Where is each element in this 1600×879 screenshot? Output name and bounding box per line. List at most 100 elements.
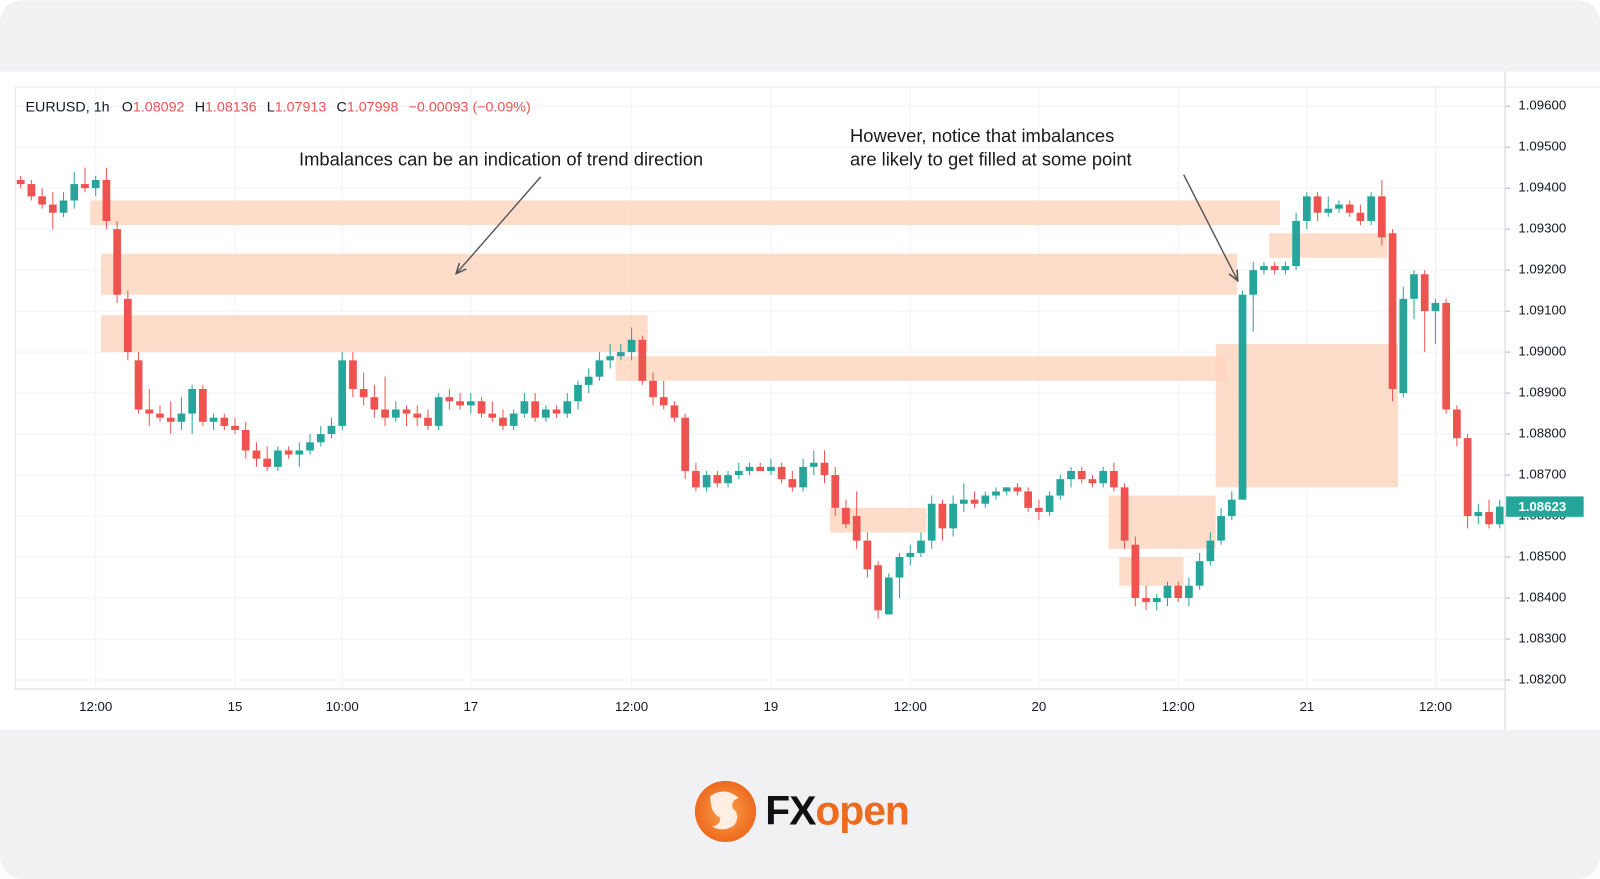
candle-body bbox=[863, 540, 872, 570]
candle-body bbox=[981, 495, 990, 504]
candle-body bbox=[509, 413, 518, 426]
imbalance-zone bbox=[101, 315, 648, 353]
candle-body bbox=[445, 397, 454, 402]
candle-body bbox=[574, 384, 582, 402]
candle-body bbox=[499, 417, 507, 426]
candle-body bbox=[638, 339, 647, 381]
annotation-arrow bbox=[1183, 174, 1238, 281]
candle-body bbox=[820, 462, 829, 476]
y-tick-label: 1.08400 bbox=[1518, 590, 1566, 605]
candle-body bbox=[1463, 438, 1472, 517]
candle-body bbox=[1045, 495, 1054, 512]
candle-body bbox=[1056, 479, 1065, 496]
candle-body bbox=[177, 413, 186, 422]
x-tick-label: 12:00 bbox=[1419, 699, 1452, 714]
candle-body bbox=[349, 360, 357, 389]
header-field-value: 1.07913 bbox=[275, 99, 327, 115]
candle-body bbox=[413, 413, 422, 418]
candle-body bbox=[16, 179, 25, 185]
candle-body bbox=[488, 413, 497, 418]
candle-body bbox=[1077, 470, 1086, 480]
candle-body bbox=[370, 397, 379, 410]
candle-body bbox=[649, 380, 657, 398]
candle-body bbox=[1013, 487, 1022, 492]
candle-body bbox=[424, 417, 432, 426]
candle-body bbox=[1260, 266, 1268, 271]
candle-body bbox=[1152, 598, 1161, 603]
candle-body bbox=[1024, 491, 1033, 508]
candle-body bbox=[1142, 598, 1150, 603]
candle-body bbox=[552, 409, 561, 414]
y-tick-label: 1.08500 bbox=[1518, 549, 1566, 564]
candle-body bbox=[1088, 479, 1097, 484]
candle-body bbox=[767, 466, 775, 471]
header-field-value: 1.07998 bbox=[347, 99, 399, 115]
y-tick-label: 1.08800 bbox=[1518, 426, 1566, 441]
candle-body bbox=[927, 503, 936, 541]
x-tick-label: 10:00 bbox=[326, 699, 359, 714]
candle-body bbox=[1131, 544, 1140, 599]
candle-body bbox=[777, 466, 786, 480]
candle-body bbox=[199, 388, 207, 422]
x-tick-label: 17 bbox=[463, 699, 478, 714]
candle-body bbox=[949, 503, 957, 529]
candle-body bbox=[1431, 302, 1440, 312]
brand-part: open bbox=[815, 787, 908, 833]
candle-body bbox=[209, 417, 218, 422]
candle-body bbox=[1442, 302, 1451, 410]
candle-body bbox=[1195, 561, 1204, 586]
candle-body bbox=[1270, 266, 1279, 271]
candle-body bbox=[1292, 220, 1300, 267]
candle-body bbox=[434, 397, 443, 426]
imbalance-zone bbox=[1269, 233, 1388, 258]
y-tick-label: 1.09100 bbox=[1518, 303, 1566, 318]
candle-body bbox=[1324, 208, 1333, 213]
candle-body bbox=[627, 339, 636, 353]
candle-body bbox=[745, 466, 754, 471]
candle-body bbox=[1120, 487, 1129, 541]
candle-body bbox=[1227, 499, 1236, 517]
candle-body bbox=[306, 442, 314, 451]
candle-body bbox=[359, 388, 368, 398]
chart-header: EURUSD, 1h O1.08092 H1.08136 L1.07913 C1.079… bbox=[26, 99, 531, 115]
last-price-tag bbox=[1506, 496, 1584, 517]
candle-body bbox=[1377, 196, 1386, 238]
candle-body bbox=[1238, 294, 1247, 500]
last-price-label: 1.08623 bbox=[1518, 499, 1566, 514]
y-tick-label: 1.09500 bbox=[1518, 139, 1566, 154]
candle-body bbox=[884, 577, 893, 615]
candle-body bbox=[595, 360, 604, 377]
candle-body bbox=[584, 376, 593, 385]
imbalance-zone bbox=[615, 356, 1227, 381]
header-field-label: H bbox=[195, 99, 205, 115]
candle-body bbox=[145, 409, 154, 414]
candle-body bbox=[274, 450, 282, 467]
candle-body bbox=[1313, 196, 1322, 213]
candle-body bbox=[1035, 507, 1043, 512]
header-field-label: O bbox=[122, 99, 133, 115]
candle-body bbox=[1217, 516, 1225, 541]
imbalance-zone bbox=[90, 200, 1281, 226]
candle-body bbox=[541, 409, 550, 418]
candle-body bbox=[156, 413, 164, 418]
candle-body bbox=[295, 450, 304, 455]
annotation: Imbalances can be an indication of trend… bbox=[299, 148, 703, 169]
candle-body bbox=[316, 434, 325, 443]
y-tick-label: 1.09000 bbox=[1518, 344, 1566, 359]
candle-body bbox=[1474, 511, 1483, 517]
x-tick-label: 15 bbox=[228, 699, 243, 714]
x-tick-label: 12:00 bbox=[615, 699, 648, 714]
annotation: However, notice that imbalances bbox=[850, 125, 1114, 146]
candle-body bbox=[702, 475, 711, 488]
candle-body bbox=[842, 507, 850, 525]
candle-body bbox=[1002, 487, 1011, 492]
candle-body bbox=[252, 450, 261, 459]
candle-body bbox=[220, 417, 229, 426]
candle-body bbox=[391, 409, 400, 418]
candle-body bbox=[1367, 196, 1375, 221]
candle-body bbox=[134, 360, 143, 410]
header-field-value: 1.08136 bbox=[205, 99, 257, 115]
header-symbol: EURUSD, 1h bbox=[26, 99, 110, 115]
candle-body bbox=[1399, 298, 1408, 394]
candle-body bbox=[1110, 470, 1118, 488]
